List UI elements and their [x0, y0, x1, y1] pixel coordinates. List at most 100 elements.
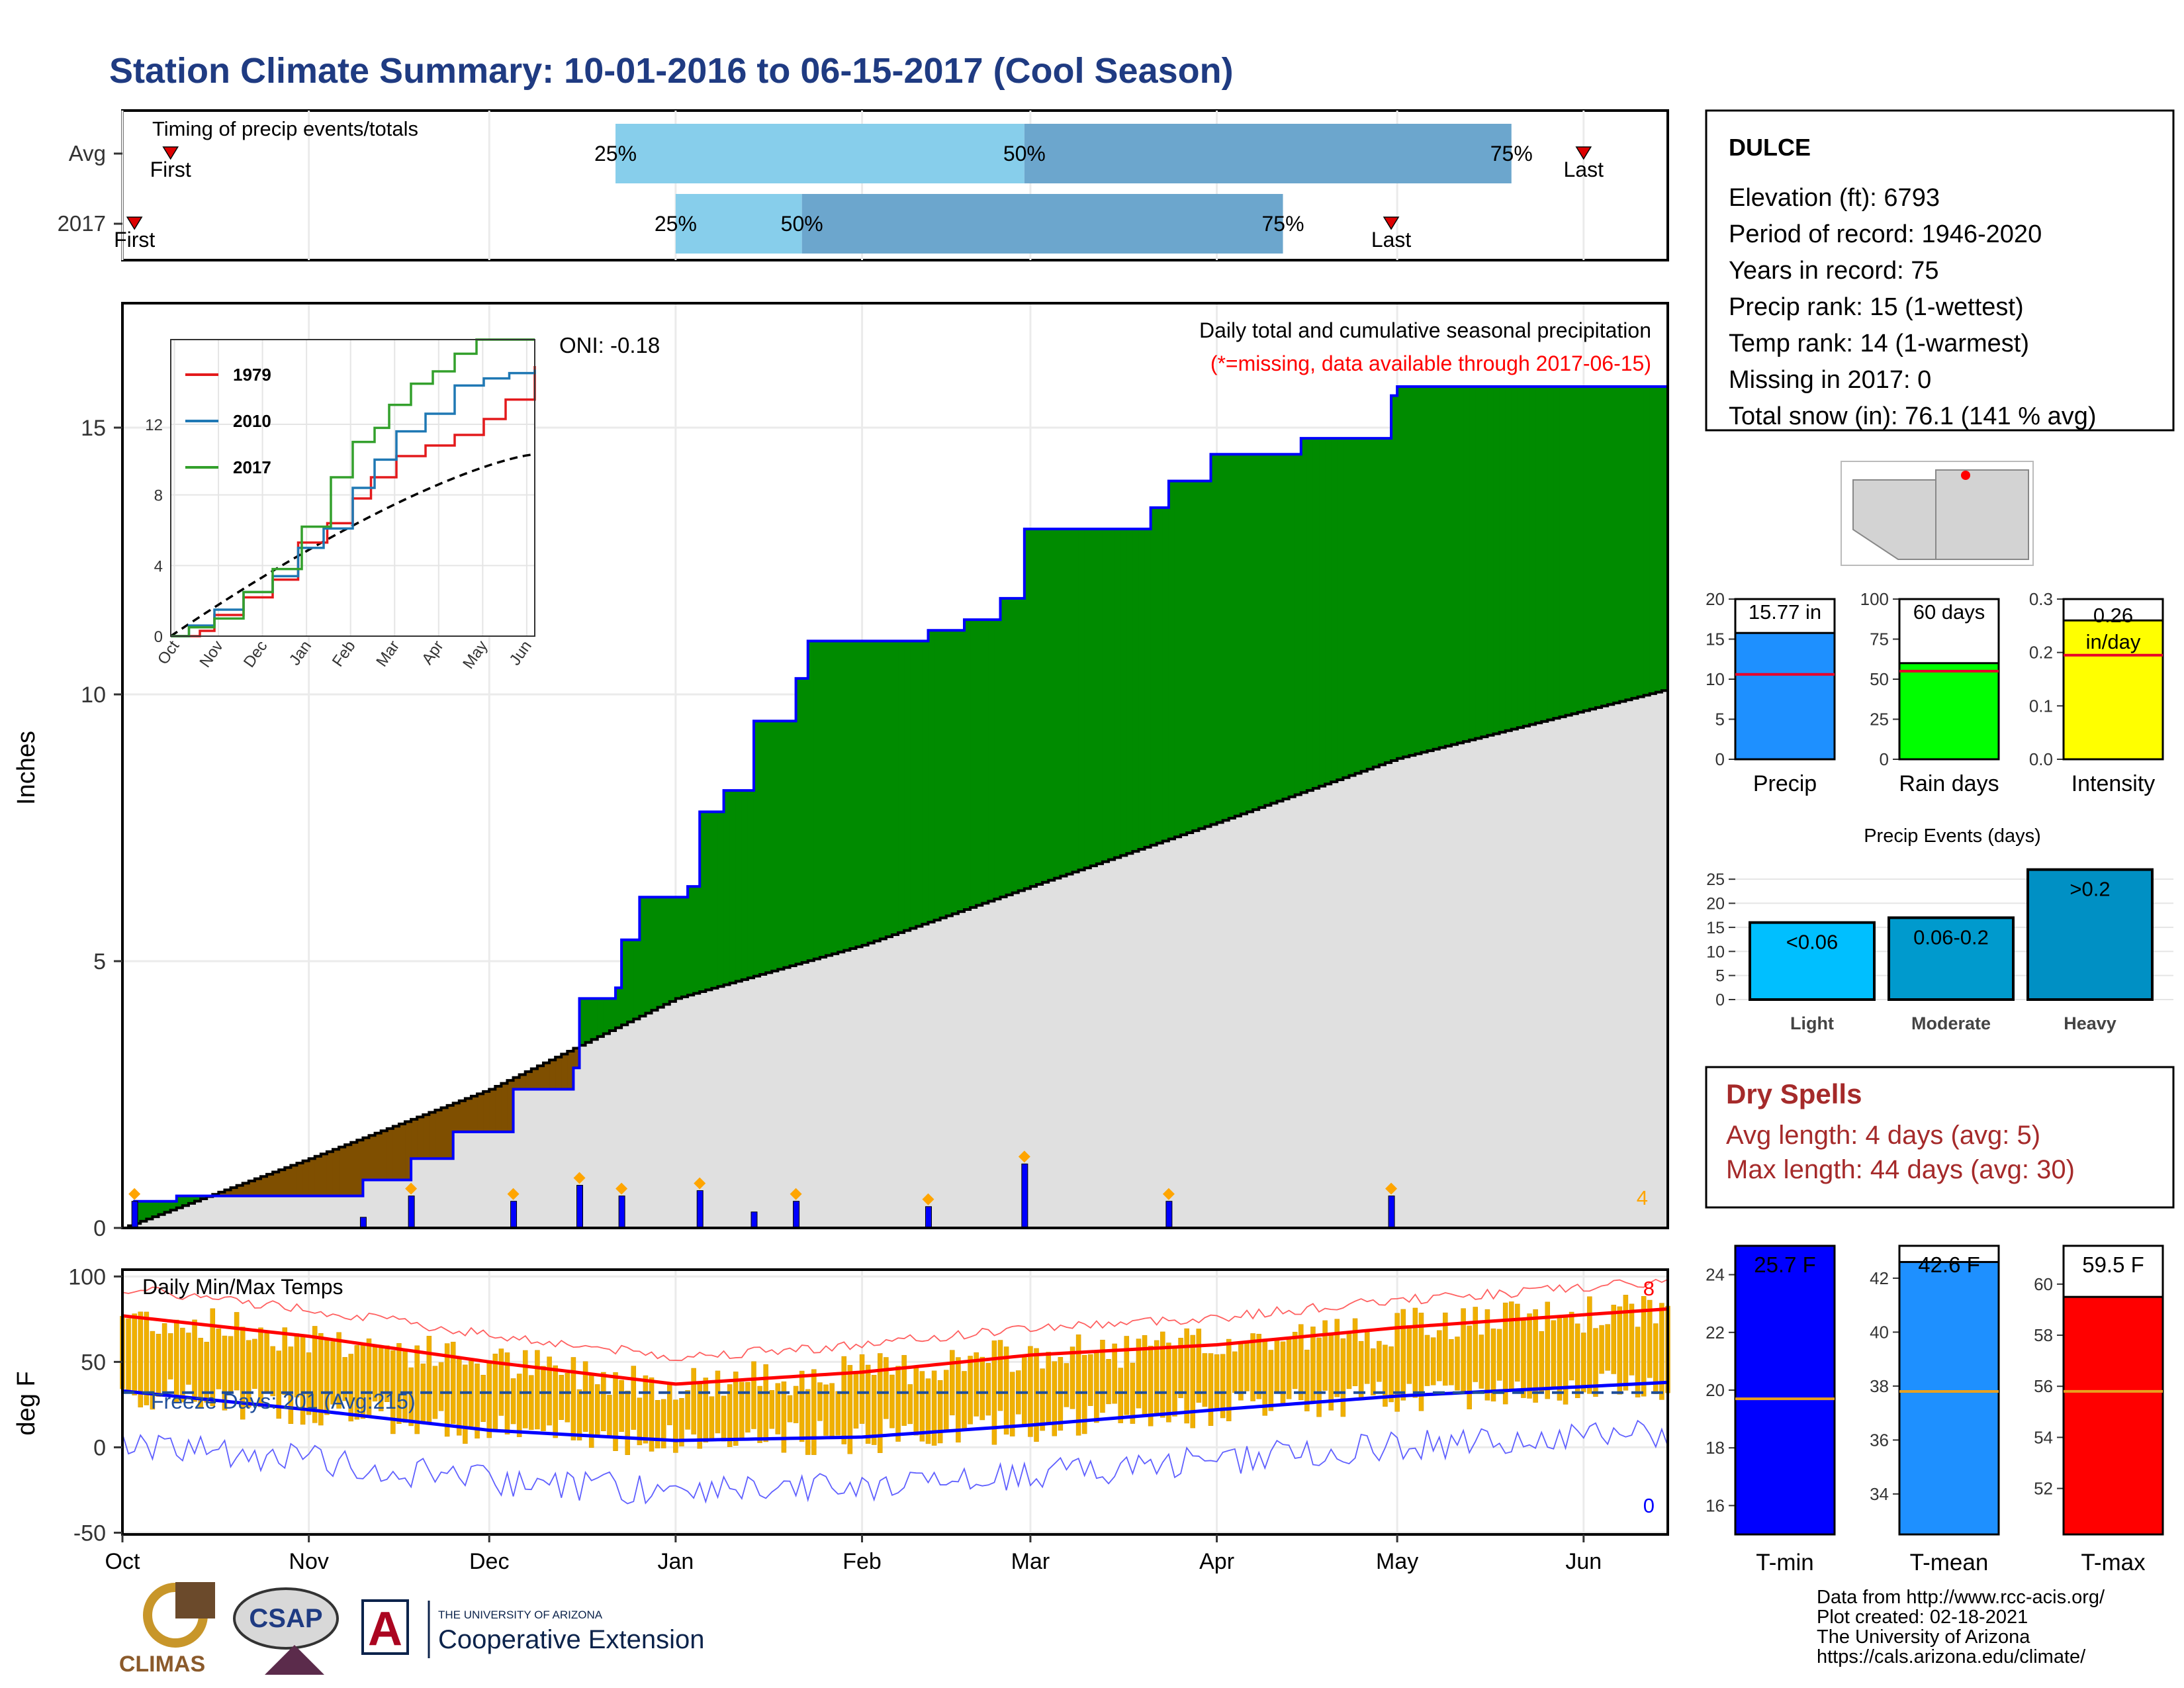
daily-precip-bar	[1021, 1163, 1028, 1229]
mini-ytick-label: 20	[1706, 589, 1725, 609]
daily-temp-bar	[270, 1346, 275, 1397]
daily-temp-bar	[1388, 1346, 1394, 1403]
daily-temp-bar	[318, 1333, 324, 1426]
daily-precip-bar	[359, 1217, 367, 1229]
month-label: Oct	[105, 1549, 140, 1574]
station-name: DULCE	[1729, 134, 1811, 161]
daily-precip-bar	[131, 1201, 138, 1229]
surplus-segment	[916, 641, 923, 927]
daily-temp-bar	[727, 1384, 733, 1447]
surplus-segment	[910, 641, 917, 929]
daily-temp-bar	[895, 1366, 901, 1442]
daily-temp-bar	[703, 1378, 709, 1443]
surplus-segment	[1120, 529, 1127, 856]
ua-big-text: Cooperative Extension	[438, 1625, 704, 1654]
daily-temp-bar	[1232, 1351, 1238, 1393]
daily-temp-bar	[853, 1372, 859, 1429]
deficit-segment	[423, 1114, 430, 1159]
timing-bar-q25-q50	[615, 124, 1024, 183]
surplus-segment	[1115, 529, 1121, 858]
surplus-segment	[1036, 529, 1043, 885]
surplus-segment	[1187, 481, 1193, 833]
surplus-segment	[188, 1196, 195, 1203]
daily-temp-bar	[685, 1390, 690, 1430]
daily-temp-bar	[979, 1356, 985, 1421]
surplus-segment	[796, 678, 803, 964]
snow-marker	[922, 1193, 934, 1205]
surplus-segment	[651, 897, 659, 1011]
surplus-segment	[940, 630, 947, 918]
new-mexico-shape	[1935, 469, 2029, 560]
temp-summary-name: T-max	[2081, 1550, 2146, 1575]
surplus-segment	[615, 988, 622, 1028]
daily-temp-bar	[775, 1383, 781, 1434]
surplus-segment	[694, 886, 700, 994]
deficit-segment	[501, 1083, 508, 1132]
surplus-segment	[819, 641, 827, 958]
temp-summary-name: T-mean	[1910, 1550, 1989, 1575]
daily-temp-bar	[1340, 1338, 1346, 1417]
daily-temp-bar	[1412, 1307, 1418, 1398]
inset-ytick-label: 8	[154, 487, 163, 505]
surplus-segment	[994, 620, 1001, 900]
mini-bar-unit: in/day	[2086, 630, 2141, 653]
missing-note: (*=missing, data available through 2017-…	[1210, 352, 1651, 375]
daily-temp-bar	[1659, 1303, 1664, 1400]
snow-marker	[1162, 1188, 1175, 1200]
daily-temp-bar	[1383, 1344, 1388, 1407]
daily-temp-bar	[450, 1341, 456, 1425]
deficit-segment	[339, 1147, 345, 1196]
dry-spells-box: Dry Spells Avg length: 4 days (avg: 5) M…	[1705, 1066, 2175, 1209]
deficit-segment	[332, 1149, 340, 1196]
surplus-segment	[1199, 481, 1206, 829]
surplus-segment	[627, 939, 634, 1022]
events-ytick-label: 20	[1706, 895, 1725, 914]
daily-temp-bar	[1394, 1313, 1400, 1412]
deficit-segment	[387, 1128, 394, 1180]
inset-series-line	[171, 338, 535, 637]
temp-ylabel: deg F	[13, 1371, 40, 1435]
events-category-label: Light	[1790, 1013, 1834, 1033]
station-info-line: Precip rank: 15 (1-wettest)	[1729, 293, 2024, 321]
summary-bars: 0 5 10 15 20 15.77 in Precip 0 25 50 75 100 60 days R…	[1706, 589, 2164, 796]
surplus-segment	[1216, 454, 1224, 823]
daily-temp-bar	[1623, 1295, 1629, 1391]
surplus-segment	[753, 721, 760, 976]
mini-ytick-label: 25	[1870, 710, 1889, 729]
daily-temp-bar	[198, 1338, 203, 1409]
surplus-segment	[856, 641, 863, 947]
surplus-segment	[1259, 454, 1265, 808]
climas-logo: CLIMAS	[119, 1582, 215, 1677]
precip-panel-frame	[121, 302, 1669, 1229]
events-bar	[1749, 921, 1876, 1001]
temp-summary-ytick-label: 58	[2034, 1325, 2053, 1345]
mini-ytick-label: 0.0	[2029, 749, 2053, 769]
climas-text: CLIMAS	[119, 1652, 205, 1677]
daily-temp-bar	[1088, 1354, 1093, 1406]
surplus-segment	[1535, 386, 1542, 724]
surplus-segment	[735, 790, 743, 982]
daily-temp-bar	[884, 1357, 889, 1419]
surplus-segment	[1210, 454, 1218, 825]
avg-cumulative-line	[122, 688, 1669, 1229]
month-label: Mar	[1011, 1549, 1050, 1574]
avg-min-line	[122, 1380, 1668, 1442]
surplus-segment	[1511, 386, 1518, 729]
surplus-segment	[982, 620, 989, 904]
daily-temp-bar	[847, 1365, 853, 1454]
daily-temp-bar	[1160, 1331, 1165, 1418]
surplus-segment	[1090, 529, 1097, 866]
surplus-segment	[1631, 386, 1639, 698]
surplus-segment	[1379, 438, 1386, 765]
daily-temp-bar	[968, 1356, 973, 1425]
daily-temp-bar	[240, 1327, 246, 1420]
surplus-segment	[1433, 386, 1440, 749]
surplus-segment	[886, 641, 893, 937]
temp-ytick-label: -50	[73, 1521, 106, 1546]
temp-summary-ytick-label: 16	[1706, 1495, 1725, 1515]
daily-temp-bar	[161, 1323, 167, 1394]
daily-temp-bar	[457, 1358, 462, 1436]
dry-spells-frame	[1705, 1066, 2175, 1209]
surplus-segment	[952, 630, 959, 914]
daily-temp-bar	[1094, 1350, 1099, 1423]
